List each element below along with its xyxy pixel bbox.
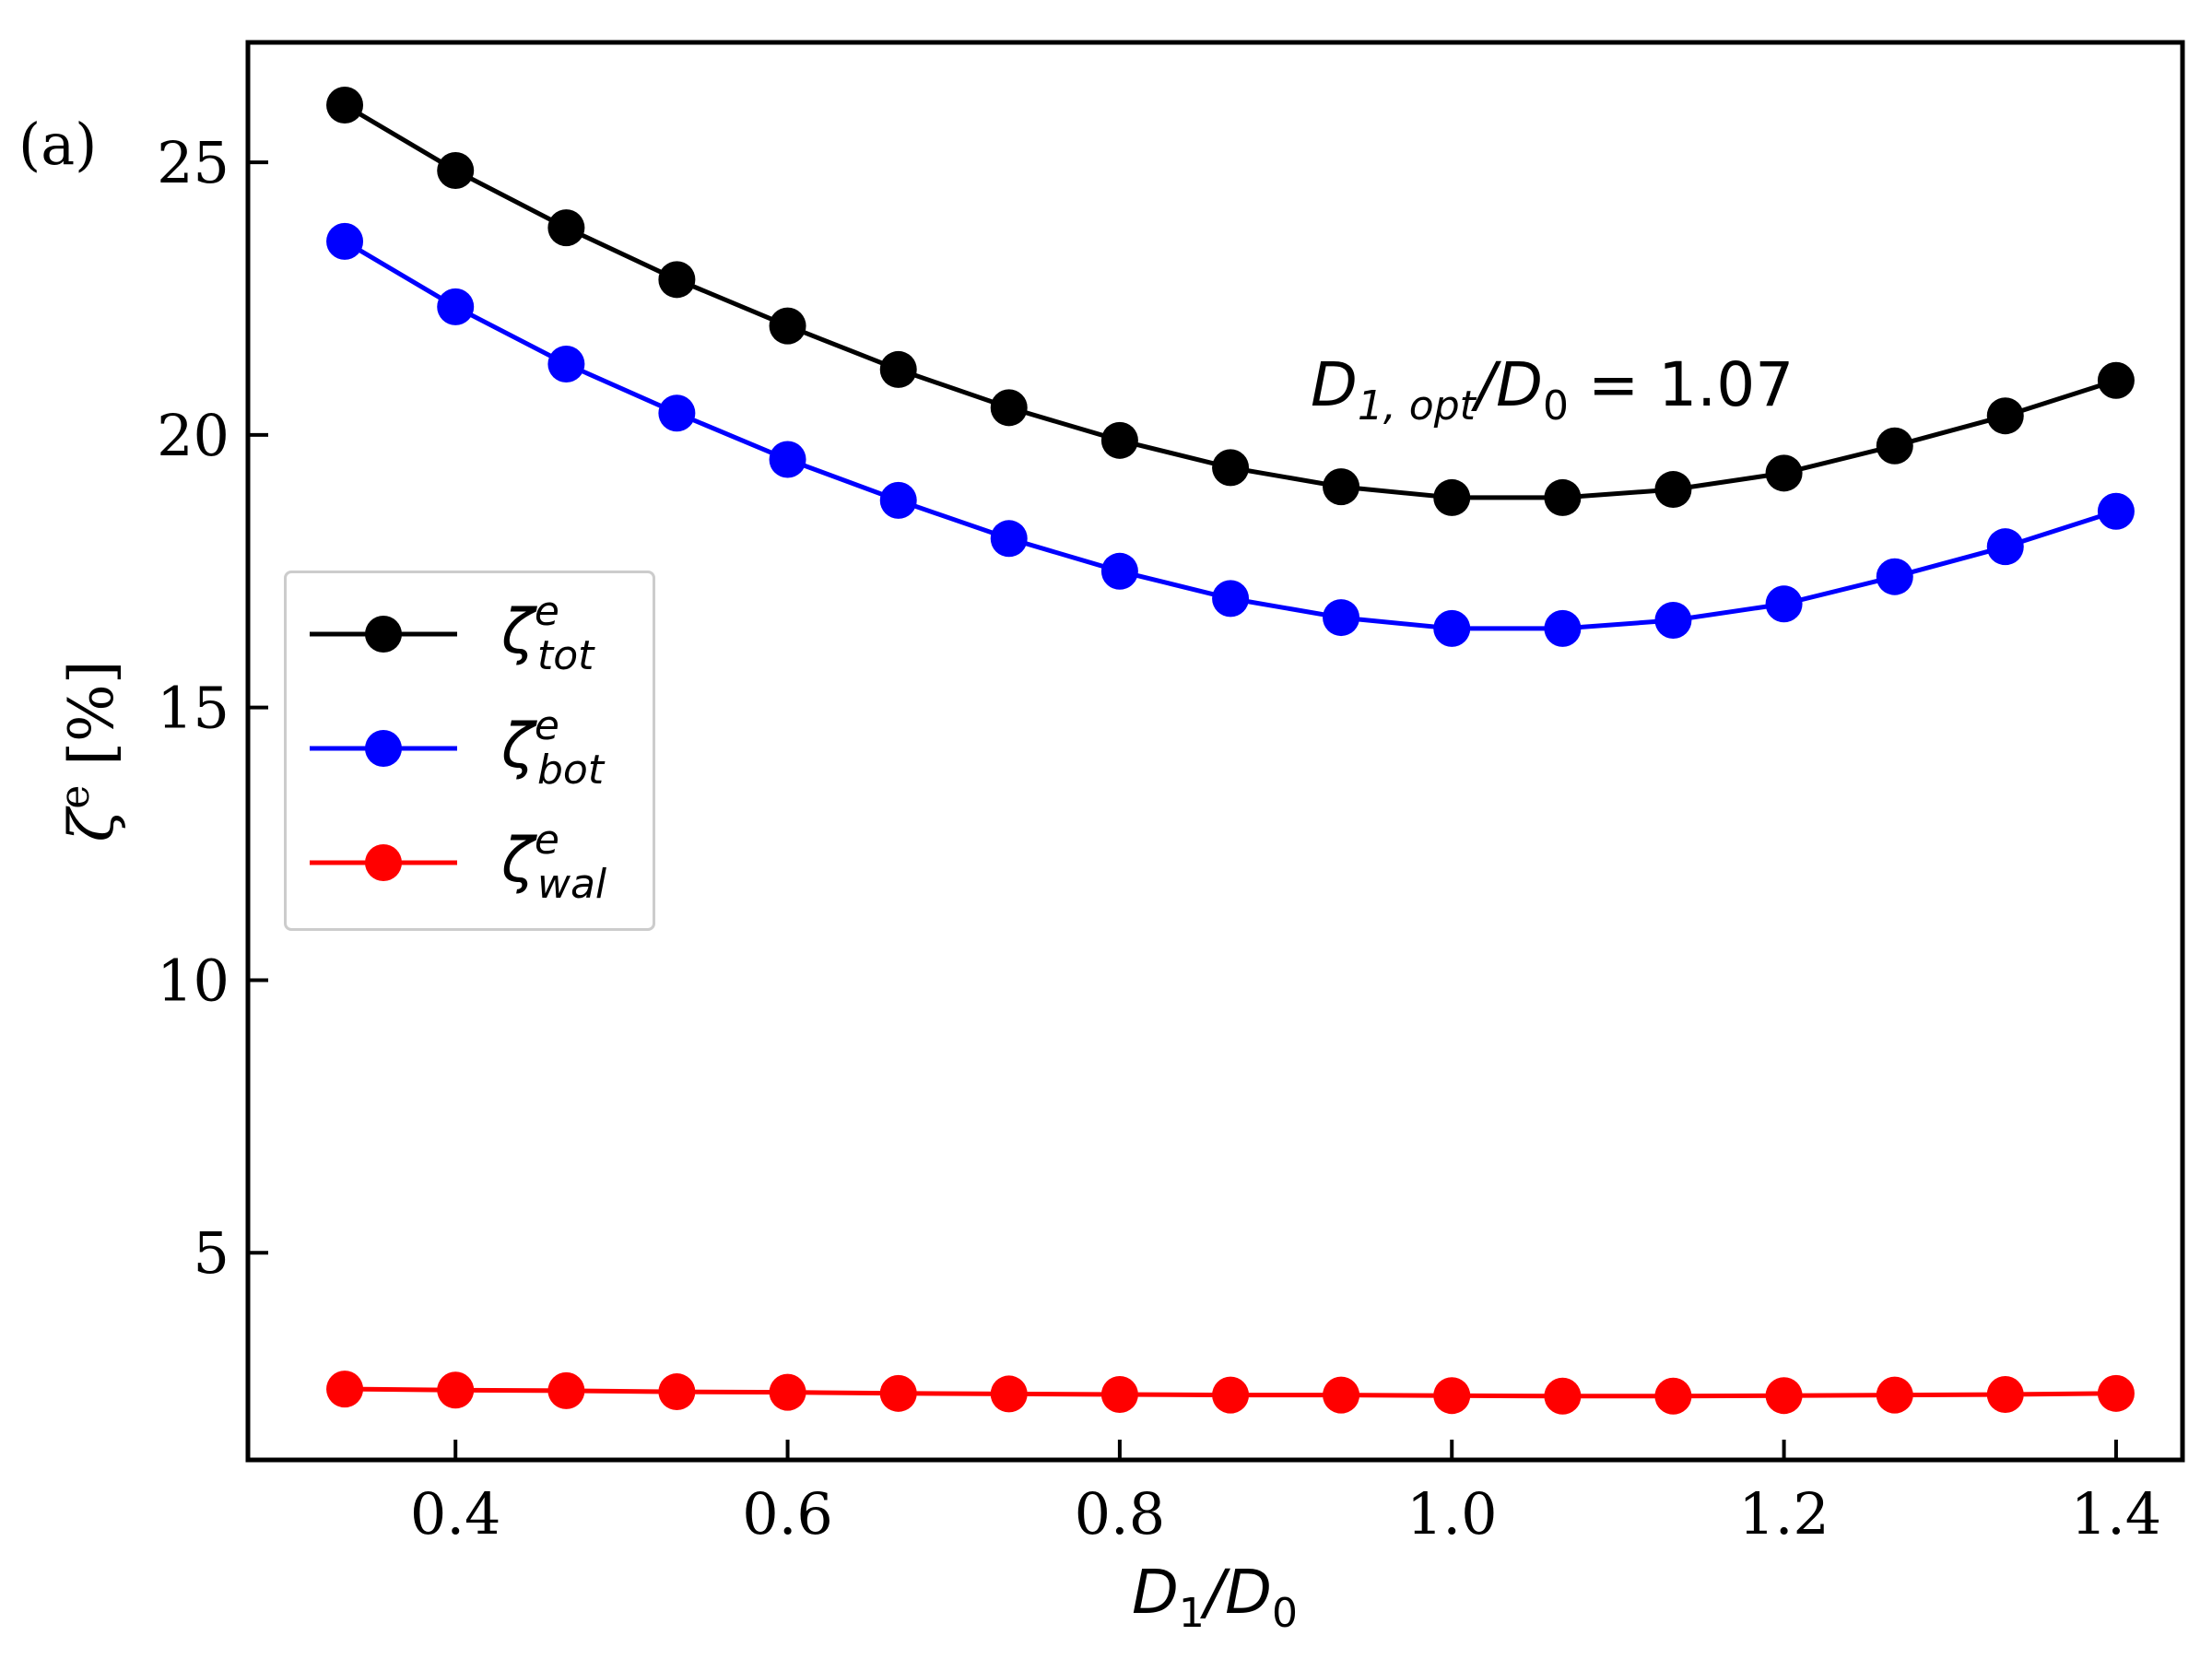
legend-label-wal: ζe wal <box>500 817 607 908</box>
legend-label-bot: ζe bot <box>500 702 606 794</box>
data-point-tot <box>1876 427 1913 465</box>
data-point-bot <box>1433 609 1471 647</box>
data-point-tot <box>1100 421 1138 459</box>
y-axis-label: ζe [%] <box>52 660 127 841</box>
optimum-annotation: D1, opt/D0 = 1.07 <box>1311 349 1794 429</box>
data-point-wal <box>1212 1376 1250 1414</box>
legend: ζe tot ζe bot ζe wal <box>284 571 655 931</box>
annotation-lhs-sub-num: 1, opt <box>1358 382 1477 429</box>
data-point-bot <box>658 394 696 432</box>
x-tick-label: 1.0 <box>1406 1480 1498 1547</box>
data-point-tot <box>1323 468 1360 506</box>
data-point-tot <box>326 87 364 124</box>
data-point-wal <box>990 1375 1028 1413</box>
annotation-rhs: = 1.07 <box>1569 349 1794 420</box>
data-point-wal <box>1544 1377 1582 1415</box>
annotation-lhs-main: D <box>1311 349 1358 420</box>
data-point-wal <box>1986 1376 2024 1414</box>
y-axis-label-sup: e <box>52 785 99 809</box>
legend-marker-bot <box>365 730 402 767</box>
data-point-bot <box>1212 580 1250 618</box>
plot-area <box>326 87 2135 1415</box>
data-point-bot <box>1765 585 1803 623</box>
data-point-bot <box>1100 552 1138 590</box>
data-point-bot <box>547 346 585 383</box>
x-tick-label: 1.2 <box>1738 1480 1830 1547</box>
data-point-tot <box>1544 478 1582 516</box>
legend-entries: ζe tot ζe bot ζe wal <box>310 588 607 908</box>
x-axis-label-main: D <box>1132 1557 1179 1628</box>
x-axis-label-sub: 1 <box>1179 1590 1205 1637</box>
tick-group: 0.4 0.6 0.8 1.0 1.2 1.4 5 10 15 20 25 <box>157 129 2161 1547</box>
data-point-wal <box>1654 1377 1692 1415</box>
y-tick-label: 25 <box>157 129 229 196</box>
series-line-tot <box>343 102 2117 500</box>
data-point-tot <box>1433 478 1471 516</box>
y-tick-label: 15 <box>157 675 229 742</box>
data-point-wal <box>2097 1374 2135 1412</box>
data-point-bot <box>769 441 806 478</box>
data-point-wal <box>658 1373 696 1411</box>
data-point-tot <box>1654 471 1692 509</box>
data-point-bot <box>1876 558 1913 595</box>
data-point-bot <box>879 481 917 519</box>
data-point-tot <box>547 209 585 247</box>
data-point-bot <box>326 222 364 260</box>
annotation-lhs-den-sub: 0 <box>1543 382 1569 429</box>
data-point-tot <box>437 152 475 190</box>
axes-frame <box>245 40 2185 1463</box>
data-point-bot <box>990 520 1028 558</box>
y-tick-label: 10 <box>157 947 229 1014</box>
annotation-lhs-den: /D <box>1471 349 1543 420</box>
data-point-wal <box>1765 1377 1803 1415</box>
data-point-tot <box>1212 449 1250 487</box>
y-axis-label-main: ζ <box>56 806 127 842</box>
data-point-wal <box>1323 1376 1360 1414</box>
data-point-tot <box>879 350 917 388</box>
x-tick-label: 0.6 <box>742 1480 833 1547</box>
data-point-tot <box>769 307 806 345</box>
x-axis-label-slash: /D <box>1200 1557 1272 1628</box>
y-tick-label: 20 <box>157 402 229 469</box>
data-point-wal <box>437 1371 475 1409</box>
data-point-tot <box>990 389 1028 427</box>
data-point-tot <box>658 261 696 299</box>
y-axis-label-unit: [%] <box>56 660 127 784</box>
data-point-wal <box>547 1371 585 1409</box>
x-tick-label: 0.4 <box>410 1480 501 1547</box>
data-point-bot <box>1323 599 1360 637</box>
x-axis-label: D1/D0 <box>1132 1557 1298 1637</box>
data-point-wal <box>1100 1376 1138 1414</box>
annotation-lhs-sub: 1, opt <box>1358 382 1477 429</box>
data-point-bot <box>1544 609 1582 647</box>
data-point-tot <box>2097 361 2135 399</box>
data-point-bot <box>1986 528 2024 566</box>
data-point-tot <box>1765 454 1803 492</box>
x-axis-label-sub2: 0 <box>1272 1590 1298 1637</box>
y-tick-label: 5 <box>194 1219 229 1287</box>
data-point-wal <box>326 1371 364 1408</box>
x-tick-label: 1.4 <box>2071 1480 2162 1547</box>
data-point-wal <box>1876 1376 1913 1414</box>
data-point-wal <box>769 1373 806 1411</box>
data-point-bot <box>2097 492 2135 530</box>
legend-canvas: ζe tot ζe bot ζe wal <box>310 588 607 908</box>
legend-marker-tot <box>365 616 402 653</box>
panel-label: (a) <box>18 111 97 178</box>
data-point-tot <box>1986 397 2024 435</box>
legend-label-tot: ζe tot <box>500 588 595 679</box>
data-point-bot <box>1654 602 1692 640</box>
data-point-bot <box>437 288 475 325</box>
data-point-wal <box>879 1374 917 1412</box>
legend-marker-wal <box>365 844 402 881</box>
data-point-wal <box>1433 1377 1471 1415</box>
x-tick-label: 0.8 <box>1075 1480 1166 1547</box>
